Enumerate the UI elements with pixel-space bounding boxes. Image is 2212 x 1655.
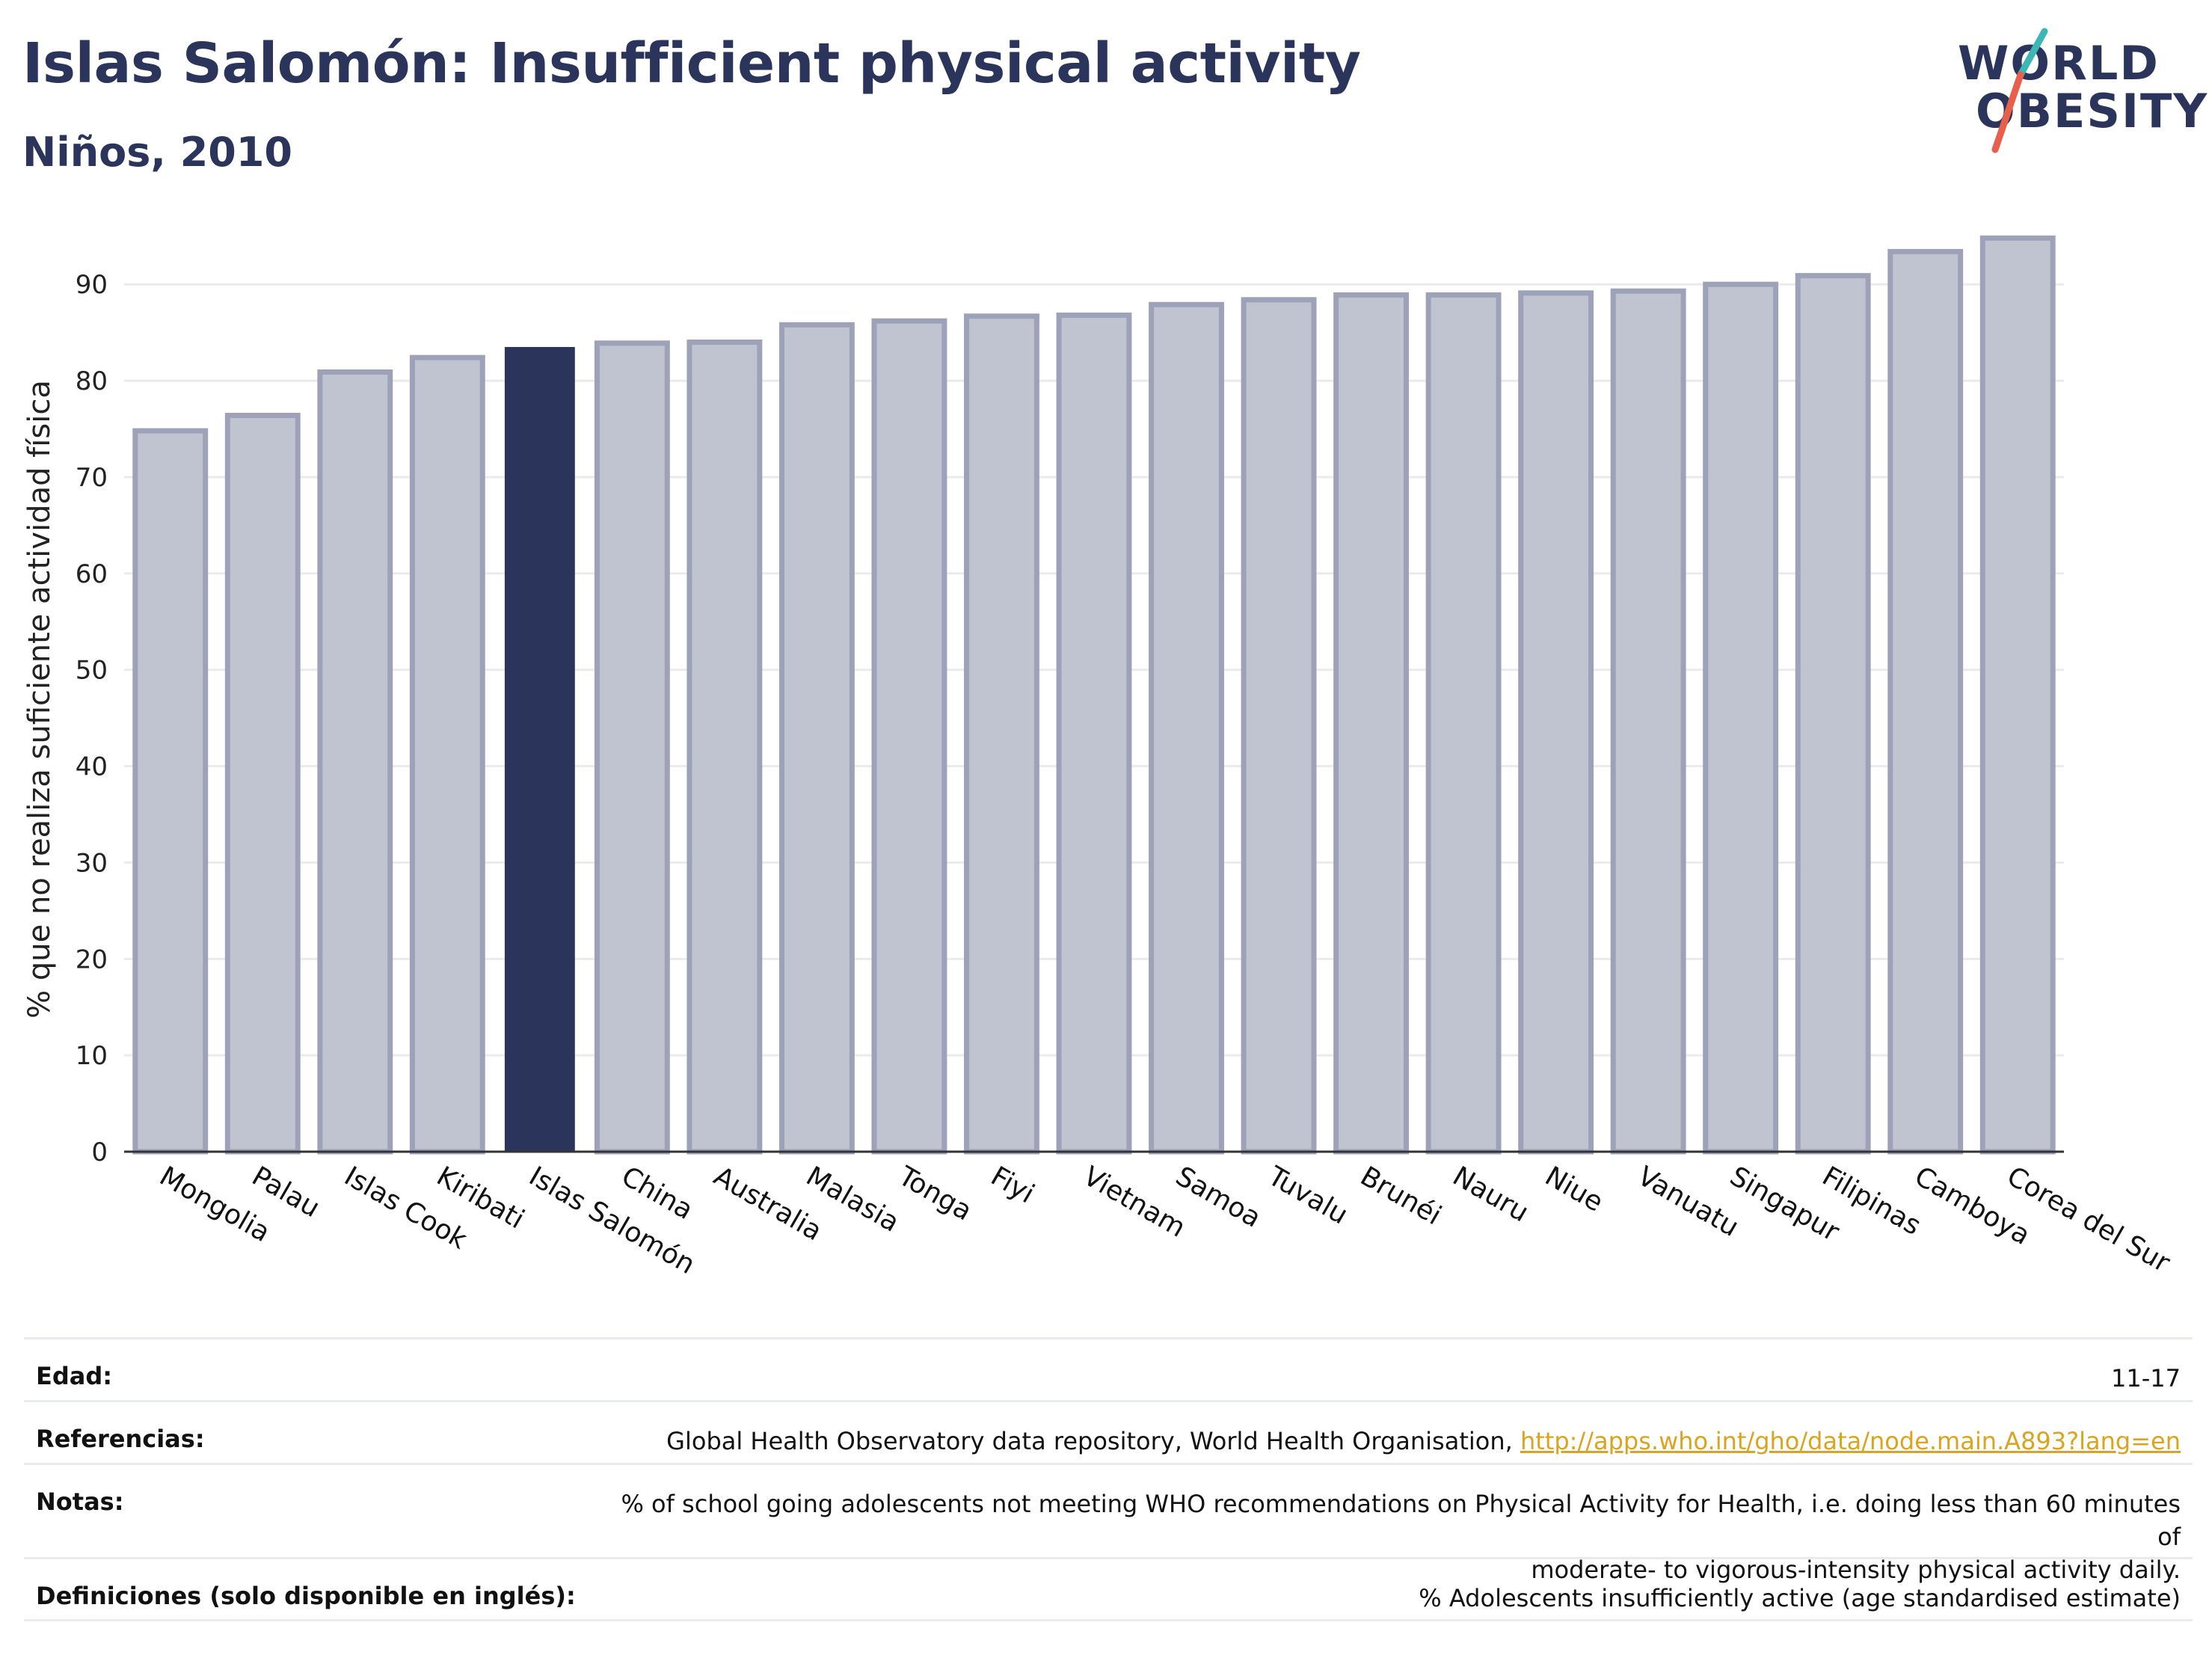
bar-islas-cook (317, 369, 393, 1155)
references-link[interactable]: http://apps.who.int/gho/data/node.main.A… (1520, 1427, 2181, 1455)
y-tick-label: 70 (76, 463, 108, 493)
bar-china (594, 340, 670, 1155)
x-tick-label: Islas Salomón (523, 1161, 700, 1280)
notes-label: Notas: (36, 1487, 124, 1516)
y-tick-label: 10 (76, 1041, 108, 1071)
age-value: 11-17 (2111, 1364, 2181, 1393)
bar-islas-salom-n (504, 346, 575, 1152)
y-axis-title: % que no realiza suficiente actividad fí… (22, 380, 57, 1019)
bar-samoa (1149, 301, 1224, 1155)
bar-tuvalu (1241, 297, 1317, 1155)
y-tick-label: 50 (76, 656, 108, 686)
bar-singapur (1703, 281, 1779, 1155)
chart-title: Islas Salomón: Insufficient physical act… (22, 31, 1361, 96)
y-tick-label: 0 (91, 1137, 108, 1167)
bar-brun-i (1333, 292, 1410, 1155)
bar-kiribati (409, 354, 485, 1155)
x-tick-label: Tonga (893, 1161, 977, 1227)
meta-row-definitions: Definiciones (solo disponible en inglés)… (24, 1557, 2193, 1621)
bars (132, 235, 2056, 1155)
x-tick-label: Niue (1540, 1161, 1608, 1218)
x-tick-label: Vanuatu (1632, 1161, 1744, 1243)
bar-vanuatu (1610, 288, 1686, 1155)
metadata-table: Edad: 11-17 Referencias: Global Health O… (24, 1337, 2193, 1621)
bar-filipinas (1795, 273, 1871, 1155)
logo-line1: WORLD (1958, 36, 2160, 90)
meta-row-age: Edad: 11-17 (24, 1337, 2193, 1400)
y-tick-label: 40 (76, 752, 108, 782)
x-tick-label: Nauru (1448, 1161, 1534, 1228)
definitions-value: % Adolescents insufficiently active (age… (1419, 1584, 2181, 1612)
bar-malasia (778, 322, 855, 1155)
bar-australia (686, 340, 763, 1155)
bar-camboya (1887, 248, 1964, 1155)
y-tick-label: 30 (76, 848, 108, 878)
bar-niue (1518, 290, 1594, 1155)
y-tick-label: 80 (76, 366, 108, 396)
x-tick-label: Tuvalu (1262, 1161, 1353, 1231)
chart-subtitle: Niños, 2010 (22, 129, 292, 176)
meta-row-notes: Notas: % of school going adolescents not… (24, 1463, 2193, 1584)
meta-row-references: Referencias: Global Health Observatory d… (24, 1400, 2193, 1463)
bar-mongolia (132, 428, 209, 1155)
x-tick-label: Vietnam (1078, 1161, 1191, 1244)
bar-vietnam (1056, 312, 1132, 1155)
world-obesity-logo: WORLD OBESITY (1958, 22, 2207, 157)
references-text: Global Health Observatory data repositor… (666, 1427, 1513, 1455)
y-tick-label: 90 (76, 270, 108, 300)
bar-nauru (1425, 292, 1502, 1155)
notes-value: % of school going adolescents not meetin… (595, 1487, 2181, 1586)
bar-tonga (871, 318, 947, 1155)
bar-fiyi (964, 313, 1039, 1155)
notes-line2: moderate- to vigorous-intensity physical… (1531, 1556, 2181, 1584)
bar-palau (224, 412, 301, 1155)
x-tick-label: Fiyi (986, 1161, 1039, 1209)
notes-line1: % of school going adolescents not meetin… (621, 1490, 2181, 1551)
y-tick-label: 20 (76, 945, 108, 974)
y-tick-label: 60 (76, 559, 108, 589)
age-label: Edad: (36, 1362, 113, 1390)
logo-slash-icon (1991, 28, 2048, 153)
x-tick-label: Brunéi (1355, 1161, 1446, 1231)
bar-corea-del-sur (1979, 235, 2056, 1155)
definitions-label: Definiciones (solo disponible en inglés)… (36, 1582, 576, 1610)
references-label: Referencias: (36, 1425, 205, 1453)
references-value: Global Health Observatory data repositor… (666, 1425, 2181, 1458)
